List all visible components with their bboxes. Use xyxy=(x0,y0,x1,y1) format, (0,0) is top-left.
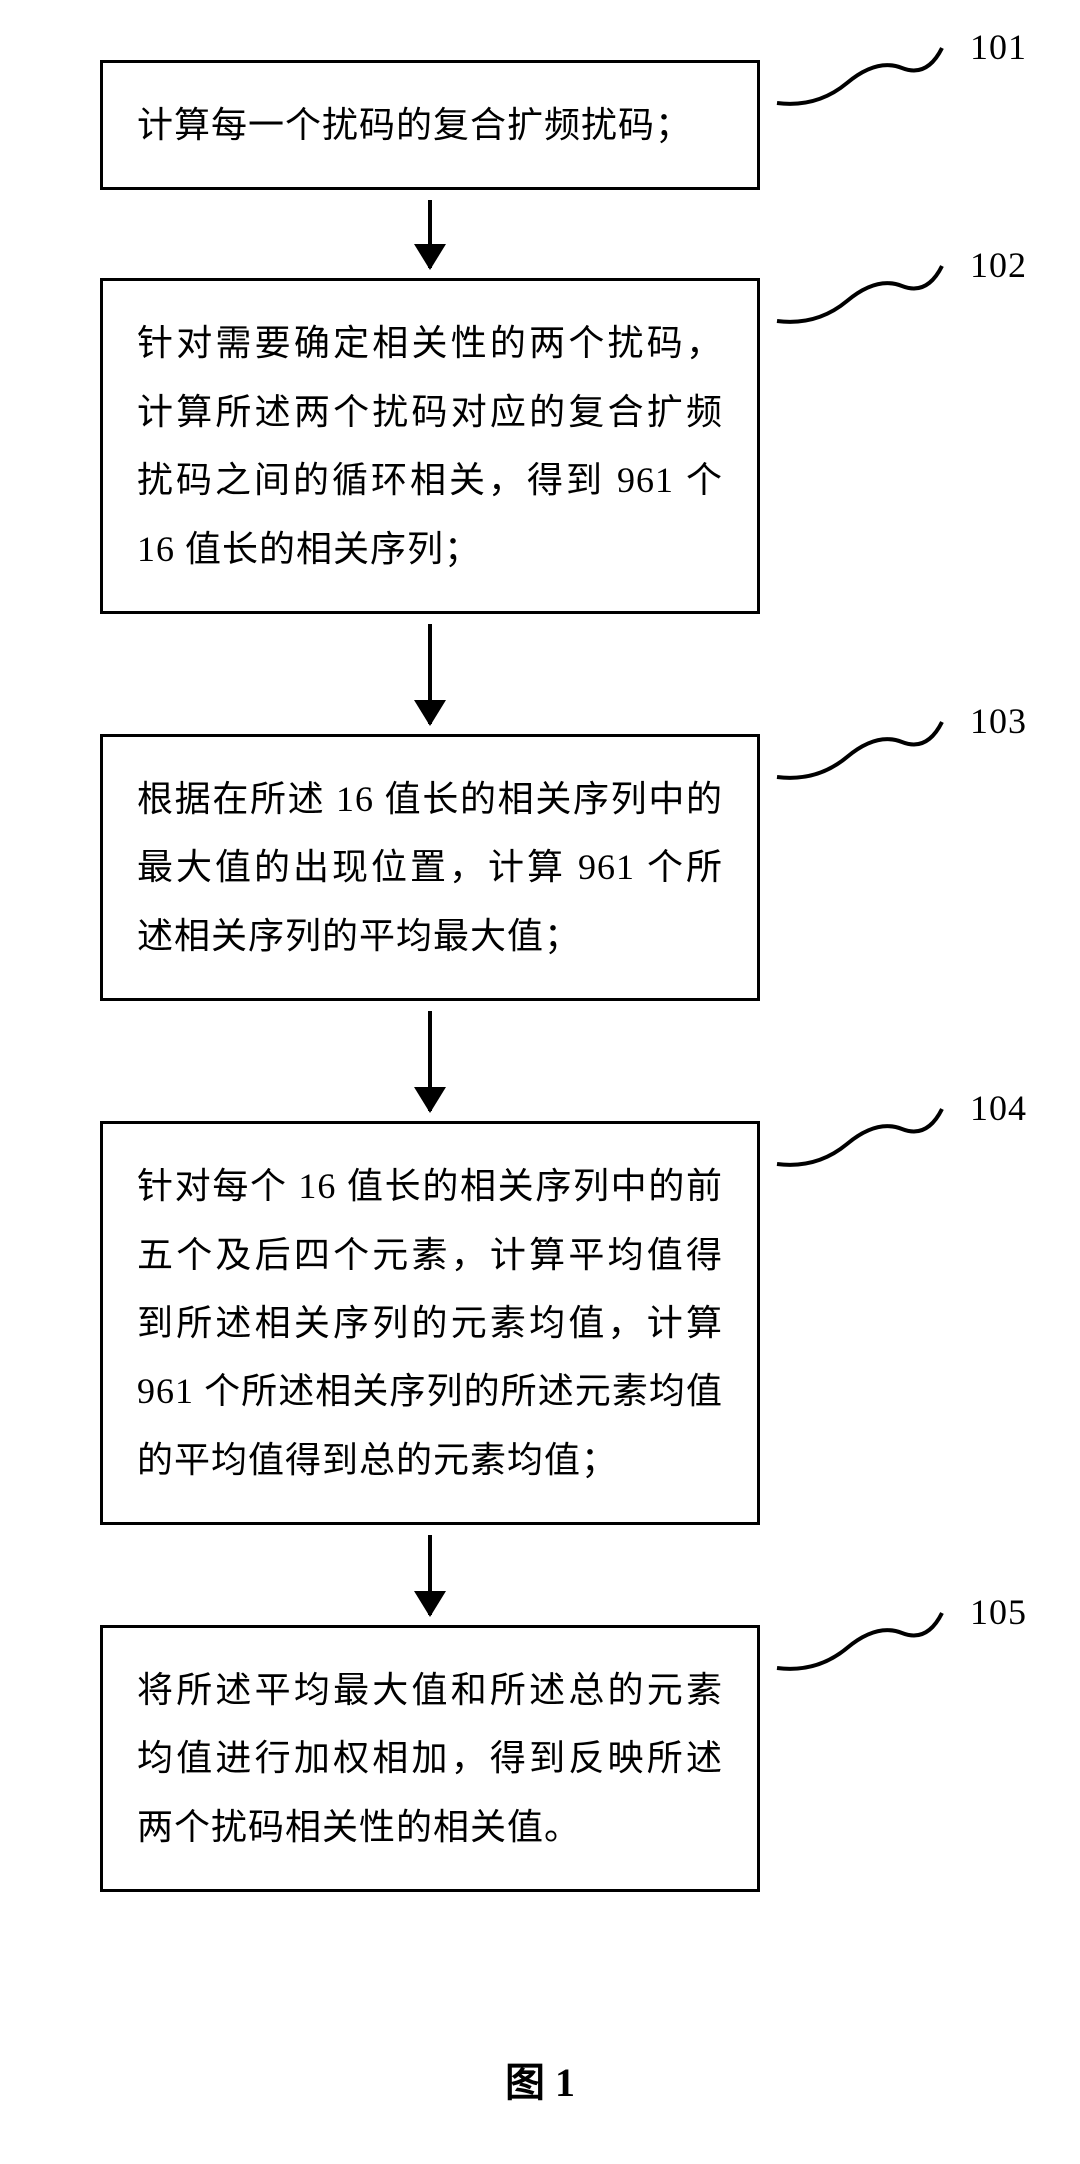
callout-label-104: 104 xyxy=(970,1074,1027,1142)
arrow-after-102 xyxy=(100,614,760,734)
step-box-104: 针对每个 16 值长的相关序列中的前五个及后四个元素，计算平均值得到所述相关序列… xyxy=(100,1121,760,1525)
callout-102 xyxy=(767,251,967,331)
arrow-after-104 xyxy=(100,1525,760,1625)
arrow-after-101 xyxy=(100,190,760,278)
step-box-102: 针对需要确定相关性的两个扰码，计算所述两个扰码对应的复合扩频扰码之间的循环相关，… xyxy=(100,278,760,614)
callout-label-105: 105 xyxy=(970,1578,1027,1646)
callout-label-101: 101 xyxy=(970,13,1027,81)
callout-label-103: 103 xyxy=(970,687,1027,755)
flowchart-container: 计算每一个扰码的复合扩频扰码；101 针对需要确定相关性的两个扰码，计算所述两个扰… xyxy=(100,60,980,1892)
callout-104 xyxy=(767,1094,967,1174)
step-box-101: 计算每一个扰码的复合扩频扰码；101 xyxy=(100,60,760,190)
step-box-103: 根据在所述 16 值长的相关序列中的最大值的出现位置，计算 961 个所述相关序… xyxy=(100,734,760,1001)
step-box-105: 将所述平均最大值和所述总的元素均值进行加权相加，得到反映所述两个扰码相关性的相关… xyxy=(100,1625,760,1892)
figure-caption: 图 1 xyxy=(0,2050,1080,2108)
callout-label-102: 102 xyxy=(970,231,1027,299)
callout-101 xyxy=(767,33,967,113)
arrow-after-103 xyxy=(100,1001,760,1121)
callout-103 xyxy=(767,707,967,787)
callout-105 xyxy=(767,1598,967,1678)
